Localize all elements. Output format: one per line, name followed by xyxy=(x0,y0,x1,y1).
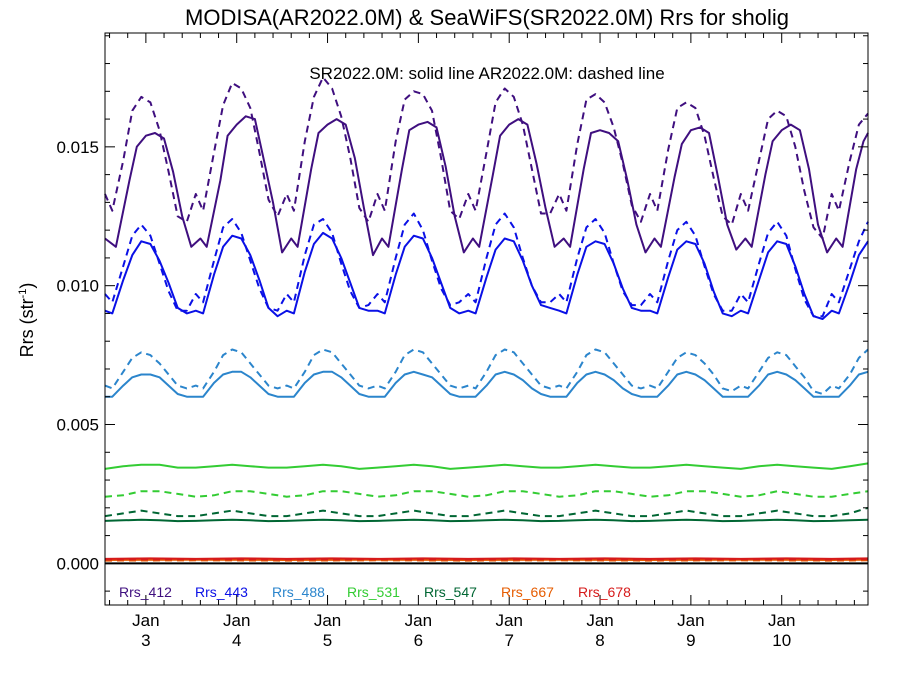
legend-item-rrs_531: Rrs_531 xyxy=(347,584,400,600)
legend-item-rrs_547: Rrs_547 xyxy=(424,584,477,600)
legend-item-rrs_488: Rrs_488 xyxy=(272,584,325,600)
y-tick-label: 0.010 xyxy=(56,277,99,296)
x-tick-label-day: 4 xyxy=(232,631,241,650)
x-tick-label-day: 3 xyxy=(141,631,150,650)
series-rrs_443-dashed-line xyxy=(104,212,869,318)
legend-item-rrs_678: Rrs_678 xyxy=(578,584,631,600)
y-axis-label-close: ) xyxy=(17,283,37,289)
y-tick-label: 0.005 xyxy=(56,416,99,435)
legend-item-rrs_412: Rrs_412 xyxy=(119,584,172,600)
series-rrs_678-solid-line xyxy=(104,557,869,560)
series-rrs_547-solid-line xyxy=(104,518,869,523)
x-tick-label-day: 6 xyxy=(414,631,423,650)
x-tick-label-day: 9 xyxy=(686,631,695,650)
plot-frame xyxy=(104,32,869,606)
y-axis-label-main: Rrs (str xyxy=(17,298,37,357)
x-tick-label-day: 8 xyxy=(595,631,604,650)
x-tick-label-month: Jan xyxy=(586,611,613,630)
plot-area xyxy=(104,76,869,565)
legend: Rrs_412 Rrs_443 Rrs_488 Rrs_531 Rrs_547 Rrs_6… xyxy=(119,584,631,600)
x-tick-label-month: Jan xyxy=(132,611,159,630)
x-tick-label-day: 10 xyxy=(772,631,791,650)
series-rrs_531-solid-line xyxy=(104,462,869,470)
x-tick-label-month: Jan xyxy=(495,611,522,630)
chart-title: MODISA(AR2022.0M) & SeaWiFS(SR2022.0M) R… xyxy=(185,5,789,30)
x-tick-label-month: Jan xyxy=(768,611,795,630)
x-tick-label-month: Jan xyxy=(223,611,250,630)
axis-ticks: 0.0000.0050.0100.015Jan3Jan4Jan5Jan6Jan7… xyxy=(56,33,868,650)
x-tick-label-month: Jan xyxy=(314,611,341,630)
series-rrs_488-solid-line xyxy=(105,370,869,398)
series-rrs_547-dashed-line xyxy=(104,506,869,518)
x-tick-label-day: 7 xyxy=(504,631,513,650)
series-rrs_488-dashed-line xyxy=(104,348,869,395)
series-rrs_443-solid-line xyxy=(104,231,869,320)
x-tick-label-month: Jan xyxy=(677,611,704,630)
series-rrs_531-dashed-line xyxy=(104,490,869,498)
chart-subtitle: SR2022.0M: solid line AR2022.0M: dashed … xyxy=(309,64,664,83)
series-rrs_412-dashed-line xyxy=(104,76,869,240)
legend-item-rrs_443: Rrs_443 xyxy=(195,584,248,600)
y-tick-label: 0.015 xyxy=(56,138,99,157)
y-axis-label-sup: -1 xyxy=(17,289,29,299)
x-tick-label-day: 5 xyxy=(323,631,332,650)
y-tick-label: 0.000 xyxy=(56,554,99,573)
series-rrs_412-solid-line xyxy=(104,115,869,257)
x-tick-label-month: Jan xyxy=(405,611,432,630)
y-axis-label: Rrs (str-1) xyxy=(17,283,37,358)
legend-item-rrs_667: Rrs_667 xyxy=(501,584,554,600)
